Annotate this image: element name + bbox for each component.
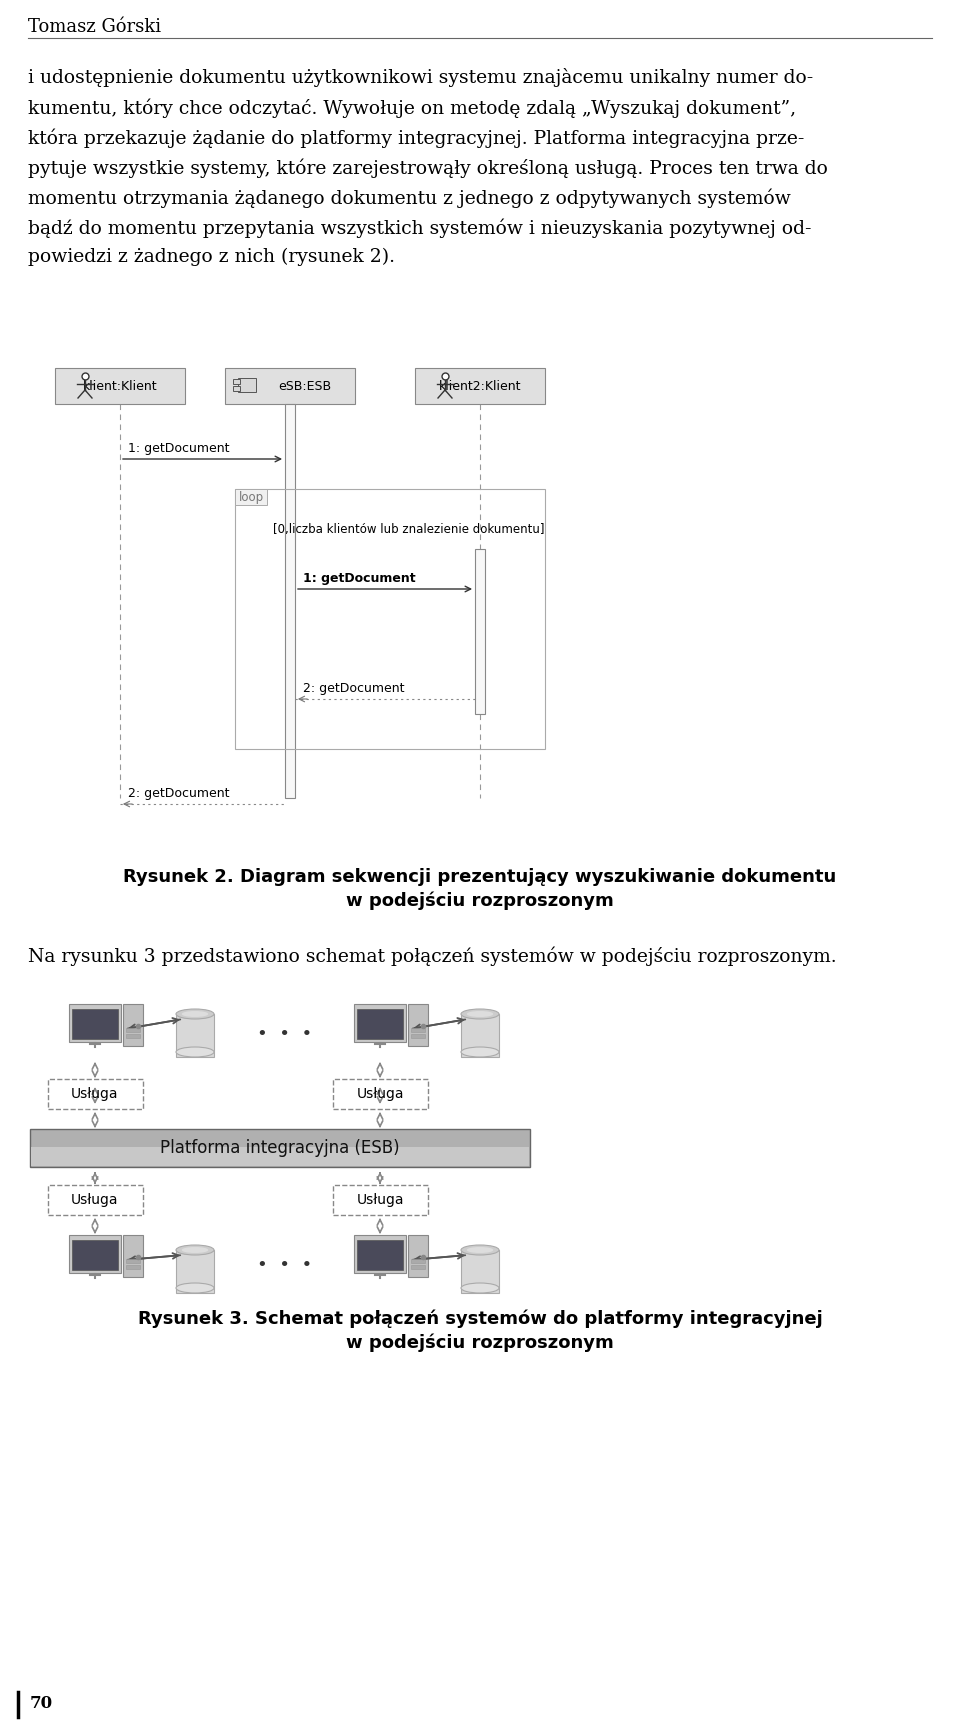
Bar [72, 1009, 118, 1038]
Text: w podejściu rozproszonym: w podejściu rozproszonym [347, 892, 613, 911]
Text: 2: getDocument: 2: getDocument [303, 682, 404, 696]
Bar [30, 1130, 530, 1168]
Text: 1: getDocument: 1: getDocument [303, 572, 416, 585]
Text: Usługa: Usługa [71, 1087, 119, 1100]
Bar [126, 1259, 140, 1262]
Bar [411, 1259, 425, 1262]
Bar [176, 1014, 214, 1057]
Bar [411, 1028, 425, 1031]
Ellipse shape [176, 1283, 214, 1293]
Bar [357, 1009, 403, 1038]
Bar [176, 1250, 214, 1293]
Ellipse shape [176, 1047, 214, 1057]
Text: i udostępnienie dokumentu użytkownikowi systemu znajàcemu unikalny numer do-: i udostępnienie dokumentu użytkownikowi … [28, 67, 813, 88]
Ellipse shape [467, 1011, 493, 1018]
Text: kumentu, który chce odczytać. Wywołuje on metodę zdalą „Wyszukaj dokument”,: kumentu, który chce odczytać. Wywołuje o… [28, 98, 796, 117]
Text: •  •  •: • • • [257, 1255, 313, 1274]
Bar [461, 1014, 499, 1057]
Bar [354, 1235, 406, 1273]
Text: momentu otrzymania żądanego dokumentu z jednego z odpytywanych systemów: momentu otrzymania żądanego dokumentu z … [28, 188, 791, 207]
Bar [333, 1185, 428, 1216]
Text: pytuje wszystkie systemy, które zarejestrowąły określoną usługą. Proces ten trwa: pytuje wszystkie systemy, które zarejest… [28, 158, 828, 177]
Bar [69, 1235, 121, 1273]
Bar [31, 1147, 529, 1166]
Bar [123, 1235, 143, 1278]
Bar [48, 1185, 143, 1216]
Text: [0,liczba klientów lub znalezienie dokumentu]: [0,liczba klientów lub znalezienie dokum… [273, 522, 544, 536]
Bar [411, 1033, 425, 1038]
Text: bądź do momentu przepytania wszystkich systemów i nieuzyskania pozytywnej od-: bądź do momentu przepytania wszystkich s… [28, 219, 811, 238]
Bar [354, 1004, 406, 1042]
Bar [123, 1004, 143, 1045]
Ellipse shape [176, 1245, 214, 1255]
Text: w podejściu rozproszonym: w podejściu rozproszonym [347, 1335, 613, 1352]
Bar [48, 1080, 143, 1109]
Bar [475, 549, 485, 715]
Bar [333, 1080, 428, 1109]
Text: 70: 70 [30, 1694, 53, 1712]
Bar [408, 1235, 428, 1278]
Text: 2: getDocument: 2: getDocument [128, 787, 229, 801]
Ellipse shape [461, 1245, 499, 1255]
Ellipse shape [461, 1047, 499, 1057]
Text: klient2:Klient: klient2:Klient [439, 379, 521, 393]
Text: powiedzi z żadnego z nich (rysunek 2).: powiedzi z żadnego z nich (rysunek 2). [28, 248, 395, 267]
Bar [126, 1028, 140, 1031]
Text: Tomasz Górski: Tomasz Górski [28, 17, 161, 36]
Bar [415, 369, 545, 405]
Bar [235, 489, 545, 749]
Text: która przekazuje żądanie do platformy integracyjnej. Platforma integracyjna prze: która przekazuje żądanie do platformy in… [28, 127, 804, 148]
Text: •  •  •: • • • [257, 1025, 313, 1044]
Bar [411, 1266, 425, 1269]
Text: Usługa: Usługa [356, 1193, 404, 1207]
Bar [126, 1033, 140, 1038]
Text: Rysunek 2. Diagram sekwencji prezentujący wyszukiwanie dokumentu: Rysunek 2. Diagram sekwencji prezentując… [124, 868, 836, 887]
Bar [235, 489, 267, 505]
Bar [69, 1004, 121, 1042]
Bar [72, 1240, 118, 1271]
Bar [233, 379, 240, 384]
Text: Rysunek 3. Schemat połączeń systemów do platformy integracyjnej: Rysunek 3. Schemat połączeń systemów do … [137, 1310, 823, 1328]
Text: loop: loop [238, 491, 264, 503]
Bar [233, 386, 240, 391]
Bar [285, 405, 295, 797]
Bar [126, 1266, 140, 1269]
Ellipse shape [467, 1247, 493, 1254]
Text: Na rysunku 3 przedstawiono schemat połączeń systemów w podejściu rozproszonym.: Na rysunku 3 przedstawiono schemat połąc… [28, 945, 836, 966]
Text: eSB:ESB: eSB:ESB [278, 379, 331, 393]
Text: Platforma integracyjna (ESB): Platforma integracyjna (ESB) [160, 1138, 399, 1157]
Text: klient:Klient: klient:Klient [83, 379, 157, 393]
Bar [461, 1250, 499, 1293]
Text: Usługa: Usługa [71, 1193, 119, 1207]
Ellipse shape [461, 1283, 499, 1293]
Bar [238, 379, 256, 393]
Text: 1: getDocument: 1: getDocument [128, 443, 229, 455]
Bar [225, 369, 355, 405]
Bar [55, 369, 185, 405]
Bar [357, 1240, 403, 1271]
Text: Usługa: Usługa [356, 1087, 404, 1100]
Bar [408, 1004, 428, 1045]
Ellipse shape [181, 1247, 208, 1254]
Ellipse shape [181, 1011, 208, 1018]
Ellipse shape [176, 1009, 214, 1019]
Ellipse shape [461, 1009, 499, 1019]
